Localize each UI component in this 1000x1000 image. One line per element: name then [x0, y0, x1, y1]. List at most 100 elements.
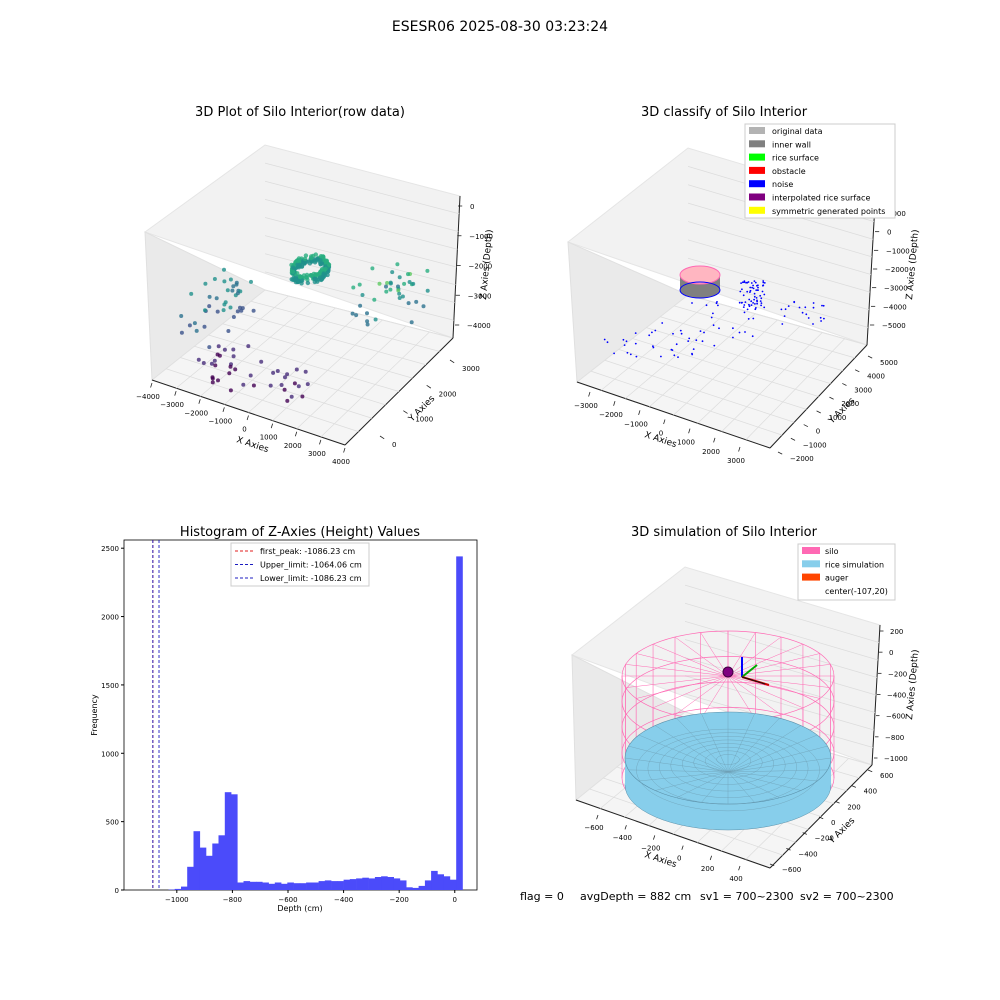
data-point: [228, 305, 233, 310]
noise-point: [671, 349, 674, 351]
x-tick-label: −1000: [165, 896, 189, 904]
data-point: [395, 262, 400, 267]
noise-point: [626, 351, 629, 354]
data-point: [259, 359, 264, 364]
noise-point: [756, 289, 759, 291]
noise-point: [784, 308, 787, 311]
histogram-bar: [381, 876, 388, 890]
noise-point: [660, 355, 662, 358]
grid-line: [684, 675, 875, 731]
histogram-bar: [293, 883, 301, 890]
grid-line: [684, 639, 877, 696]
tick-mark: [613, 401, 616, 406]
rice-mesh-spoke: [676, 718, 729, 773]
noise-point: [695, 339, 698, 342]
rice-mesh-spoke: [655, 771, 729, 791]
tick-label: 1000: [888, 210, 906, 218]
data-point: [354, 313, 359, 318]
histogram-bar: [443, 876, 451, 890]
histogram-bar: [393, 878, 401, 890]
grid-line: [320, 331, 430, 438]
tick-label: 0: [887, 229, 891, 237]
data-point: [228, 388, 233, 393]
rice-mesh-spoke: [628, 745, 729, 773]
noise-point: [613, 352, 615, 355]
data-point: [388, 287, 393, 292]
histogram-reference-lines: [152, 540, 160, 890]
data-point: [209, 361, 214, 366]
noise-point: [750, 304, 753, 306]
histogram-bar: [243, 881, 251, 890]
tick-label: 200: [701, 865, 714, 873]
legend-label: auger: [825, 574, 849, 583]
noise-point: [651, 331, 653, 334]
tick-label: −600: [886, 713, 905, 721]
data-point: [318, 270, 323, 276]
noise-point: [732, 336, 734, 339]
y-tick-label: 1500: [101, 682, 119, 690]
data-point: [384, 284, 388, 289]
noise-point: [661, 322, 664, 324]
tick-mark: [818, 816, 824, 820]
tick-label: 0: [889, 649, 893, 657]
tick-label: 2000: [284, 442, 302, 450]
noise-point: [804, 306, 807, 309]
noise-point: [820, 320, 822, 322]
noise-point: [756, 299, 758, 302]
noise-point: [752, 284, 754, 287]
noise-point: [763, 306, 766, 309]
data-point: [370, 266, 375, 271]
status-avg-depth: avgDepth = 882 cm: [580, 890, 691, 903]
data-point: [207, 345, 212, 350]
noise-point: [787, 305, 790, 307]
y-tick-label: 2500: [101, 545, 119, 553]
silo-roof-rib: [727, 632, 756, 677]
histogram-bar: [231, 794, 238, 890]
data-point: [221, 308, 226, 313]
figure-title: ESESR06 2025-08-30 03:23:24: [392, 19, 608, 35]
legend-label: rice simulation: [825, 560, 884, 569]
noise-point: [812, 323, 814, 325]
tick-mark: [343, 447, 346, 453]
legend-swatch: [749, 140, 765, 148]
legend-box: [744, 123, 896, 219]
noise-point: [752, 302, 754, 304]
tick-mark: [150, 382, 153, 388]
noise-point: [741, 301, 743, 304]
data-point: [290, 277, 296, 282]
data-point: [326, 262, 332, 267]
legend-swatch: [802, 547, 820, 554]
histogram-bar: [399, 880, 407, 890]
data-point: [321, 271, 326, 276]
tick-mark: [294, 431, 298, 437]
data-point: [275, 369, 280, 373]
histogram-panel: −1000 −800 −600 −400 −200 0 0 500 1000 1500 2000 25…: [90, 539, 478, 913]
histogram-bar: [281, 883, 288, 890]
noise-point: [821, 304, 823, 307]
histogram-bar: [424, 880, 432, 890]
tick-label: −1000: [886, 247, 910, 255]
tick-label: 2000: [702, 448, 720, 456]
data-point: [215, 309, 220, 314]
data-point: [384, 289, 389, 294]
rice-mesh-spoke: [624, 757, 729, 773]
histogram-bar: [237, 882, 244, 890]
data-point: [402, 281, 407, 286]
tick-label: −3000: [884, 285, 908, 293]
grid-line: [222, 323, 413, 379]
rice-mesh-spoke: [638, 734, 729, 773]
data-point: [210, 380, 215, 385]
inner-wall-top: [679, 265, 721, 285]
data-point: [216, 344, 221, 349]
rice-mesh-spoke: [727, 771, 780, 799]
noise-point: [783, 315, 786, 317]
noise-point: [652, 345, 654, 348]
noise-point: [739, 290, 742, 293]
data-point: [285, 398, 290, 403]
noise-point: [753, 295, 756, 298]
histogram-bar: [218, 835, 226, 890]
noise-point: [756, 302, 758, 305]
noise-point: [760, 297, 763, 300]
data-point: [302, 256, 308, 261]
noise-point: [679, 329, 682, 332]
